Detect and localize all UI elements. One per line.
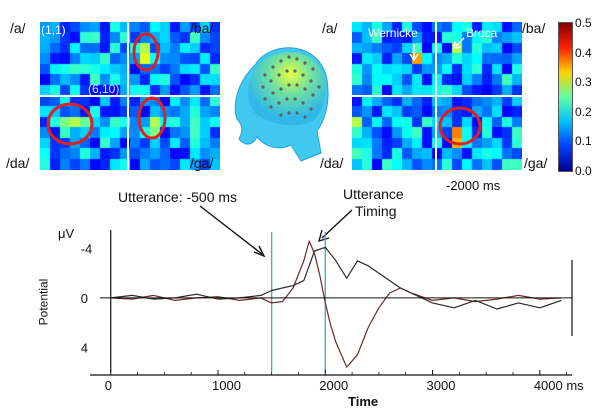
heatmap-right-overlay xyxy=(352,22,522,170)
label-a-left: /a/ xyxy=(10,20,26,36)
y-tick-label: 0 xyxy=(81,291,88,306)
cell-label-1-1: (1,1) xyxy=(41,23,66,37)
label-a-right: /a/ xyxy=(322,20,338,36)
colorbar-tick: 0.1 xyxy=(575,134,592,149)
head-electrode-illustration xyxy=(234,47,329,162)
y-unit-label: μV xyxy=(58,226,75,241)
label-ba-right: /ba/ xyxy=(522,20,546,36)
arrow-broca xyxy=(455,37,465,47)
annotation-utterance-500: Utterance: -500 ms xyxy=(118,189,238,205)
colorbar xyxy=(558,22,573,172)
erp-chart: -4 0 4 0 1000 2000 3000 4000 ms xyxy=(81,230,584,393)
label-wernicke: Wernicke xyxy=(368,26,418,40)
x-tick-label: 4000 ms xyxy=(534,378,584,393)
label-ga-right: /ga/ xyxy=(524,155,548,171)
colorbar-tick: 0.3 xyxy=(575,75,592,90)
x-tick-label: 3000 xyxy=(427,378,456,393)
label-da-left: /da/ xyxy=(6,155,30,171)
y-tick-label: 4 xyxy=(81,340,88,355)
annotation-minus-2000: -2000 ms xyxy=(446,178,501,193)
highlight-circle xyxy=(137,96,167,140)
colorbar-tick: 0.5 xyxy=(575,16,592,30)
highlight-circle xyxy=(438,106,482,146)
label-ga-left: /ga/ xyxy=(190,155,214,171)
highlight-circle xyxy=(132,32,160,72)
x-tick-label: 0 xyxy=(105,378,112,393)
label-ba-left: /ba/ xyxy=(190,20,214,36)
y-tick-label: -4 xyxy=(81,242,93,257)
label-da-right: /da/ xyxy=(320,155,344,171)
highlight-circle xyxy=(46,102,94,146)
colorbar-tick: 0.2 xyxy=(575,104,592,119)
x-tick-label: 1000 xyxy=(212,378,241,393)
colorbar-tick: 0.0 xyxy=(575,164,592,178)
x-axis-label: Time xyxy=(348,394,379,409)
y-axis-label: Potential xyxy=(36,278,51,326)
heatmap-left-overlay xyxy=(40,22,220,170)
colorbar-tick: 0.4 xyxy=(575,45,592,60)
annotation-utterance-timing-1: Utterance xyxy=(343,186,404,202)
x-tick-label: 2000 xyxy=(319,378,348,393)
cell-label-6-10: (6,10) xyxy=(88,82,120,96)
label-broca: Broca xyxy=(466,26,498,40)
annotation-utterance-timing-2: Timing xyxy=(355,203,397,219)
